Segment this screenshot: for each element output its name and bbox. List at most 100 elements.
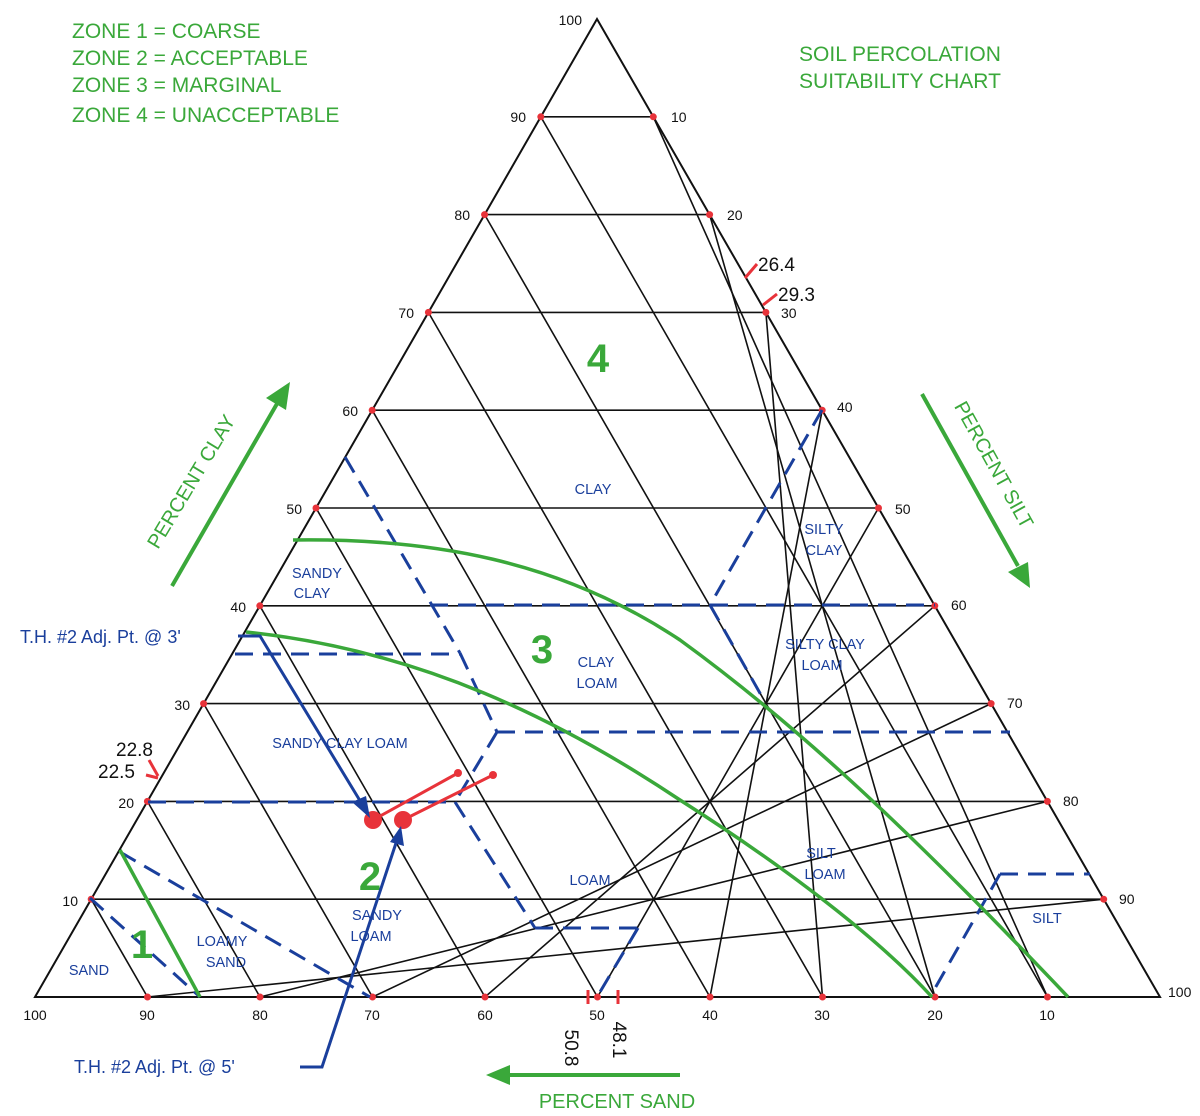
label-sand: SAND: [69, 963, 109, 979]
sand-tick-40: 40: [702, 1007, 718, 1023]
clay-tick-80: 80: [454, 207, 470, 223]
zone-1-number: 1: [131, 923, 153, 967]
tick-dot-sand-80: [931, 993, 939, 1001]
clay-tick-100: 100: [559, 12, 583, 28]
callout-5ft-leader: [300, 839, 399, 1069]
label-silt-loam-2: LOAM: [804, 867, 845, 883]
legend-zone-3: ZONE 3 = MARGINAL: [72, 74, 281, 97]
sand-tick-90: 90: [139, 1007, 155, 1023]
legend-zone-2: ZONE 2 = ACCEPTABLE: [72, 47, 308, 70]
title-line-1: SOIL PERCOLATION: [799, 43, 1001, 66]
grid-line-silt-90: [652, 116, 1049, 998]
title-line-2: SUITABILITY CHART: [799, 70, 1001, 93]
pt5-projection: [402, 773, 494, 822]
boundary-loam-right: [595, 927, 640, 998]
zone-2-3-curve: [245, 630, 934, 999]
label-sandy-loam-2: LOAM: [350, 929, 391, 945]
tick-dot-clay-80: [481, 211, 489, 219]
boundary-silty-diag: [708, 604, 767, 703]
zone-2-number: 2: [359, 855, 381, 899]
label-sandy-clay-1: SANDY: [292, 566, 342, 582]
grid-line-sand-50: [315, 507, 599, 998]
tick-dot-clay-70: [424, 308, 432, 316]
grid-line-sand-70: [427, 312, 824, 998]
silt-marker-264: [743, 263, 759, 279]
callout-5ft-arrowhead: [390, 826, 404, 846]
boundary-clay-sandyclay: [343, 456, 462, 654]
sand-axis-label: PERCENT SAND: [539, 1091, 695, 1113]
anno-sand-481: 48.1: [608, 1022, 629, 1059]
label-sandy-clay-loam: SANDY CLAY LOAM: [272, 736, 407, 752]
silt-axis-title: PERCENT SILT: [920, 393, 1037, 588]
tick-dot-sand-20: [256, 993, 264, 1001]
silt-tick-50: 50: [895, 501, 911, 517]
anno-silt-293: 29.3: [778, 285, 815, 306]
boundary-silt-left: [928, 873, 1002, 998]
clay-tick-30: 30: [174, 697, 190, 713]
silt-tick-80: 80: [1063, 793, 1079, 809]
texture-boundaries: [88, 409, 1090, 999]
clay-tick-50: 50: [286, 501, 302, 517]
tick-dot-clay-90: [537, 113, 545, 121]
label-silty-clay-2: CLAY: [806, 543, 843, 559]
triangle-grid: [90, 116, 1104, 998]
label-clay-loam-2: LOAM: [576, 676, 617, 692]
tick-dot-sand-40: [481, 993, 489, 1001]
callout-3ft-leader: [238, 634, 364, 805]
pt3-projection: [372, 771, 459, 822]
silt-tick-90: 90: [1119, 891, 1135, 907]
grid-line-sand-10: [90, 898, 149, 998]
callout-3ft-arrowhead: [352, 796, 370, 818]
tick-dot-silt-10: [1100, 895, 1108, 903]
tick-marks: [87, 113, 1108, 1001]
silt-axis-arrowhead: [1008, 562, 1030, 588]
tick-dot-silt-80: [706, 211, 714, 219]
zone-numbers: 4 3 2 1: [131, 337, 610, 967]
zone-4-number: 4: [587, 337, 610, 381]
clay-marker-228: [147, 759, 160, 777]
anno-clay-225: 22.5: [98, 762, 135, 783]
silt-tick-20: 20: [727, 207, 743, 223]
sand-tick-50: 50: [589, 1007, 605, 1023]
label-loamy-sand-2: SAND: [206, 955, 246, 971]
silt-tick-30: 30: [781, 305, 797, 321]
sand-tick-100: 100: [23, 1007, 47, 1023]
sand-tick-80: 80: [252, 1007, 268, 1023]
silt-tick-60: 60: [951, 597, 967, 613]
tick-dot-clay-50: [312, 504, 320, 512]
zone-boundaries: [118, 538, 1070, 999]
clay-tick-70: 70: [398, 305, 414, 321]
tick-dot-clay-60: [368, 406, 376, 414]
clay-tick-90: 90: [510, 109, 526, 125]
tick-dot-sand-60: [706, 993, 714, 1001]
legend-zone-4: ZONE 4 = UNACCEPTABLE: [72, 104, 339, 127]
clay-tick-20: 20: [118, 795, 134, 811]
sand-tick-10: 10: [1039, 1007, 1055, 1023]
label-clay: CLAY: [575, 482, 612, 498]
data-point-5ft: [394, 811, 412, 829]
sand-tick-60: 60: [477, 1007, 493, 1023]
tick-dot-clay-40: [256, 602, 264, 610]
tick-dot-silt-20: [1043, 797, 1051, 805]
label-silty-clay-loam-1: SILTY CLAY: [785, 637, 865, 653]
zone-1-2-line: [118, 849, 202, 998]
clay-axis-title: PERCENT CLAY: [143, 382, 290, 587]
clay-axis-arrowhead: [266, 382, 290, 410]
zone-3-number: 3: [531, 628, 553, 672]
sand-tick-70: 70: [364, 1007, 380, 1023]
grid-line-silt-50: [596, 507, 880, 998]
label-loamy-sand-1: LOAMY: [197, 934, 248, 950]
silt-marker-293: [762, 292, 778, 307]
tick-dot-clay-30: [200, 700, 208, 708]
anno-silt-264: 26.4: [758, 255, 795, 276]
label-silt-loam-1: SILT: [806, 846, 836, 862]
value-markers: [145, 263, 778, 1004]
boundary-sand-loamy-2: [119, 850, 371, 999]
sand-axis-arrowhead: [486, 1065, 510, 1085]
legend-zone-1: ZONE 1 = COARSE: [72, 20, 260, 43]
pt3-projection-end: [454, 769, 462, 777]
data-points: [364, 769, 497, 829]
zone-3-4-curve: [292, 538, 1070, 999]
boundary-loam-left: [453, 801, 537, 929]
clay-tick-40: 40: [230, 599, 246, 615]
